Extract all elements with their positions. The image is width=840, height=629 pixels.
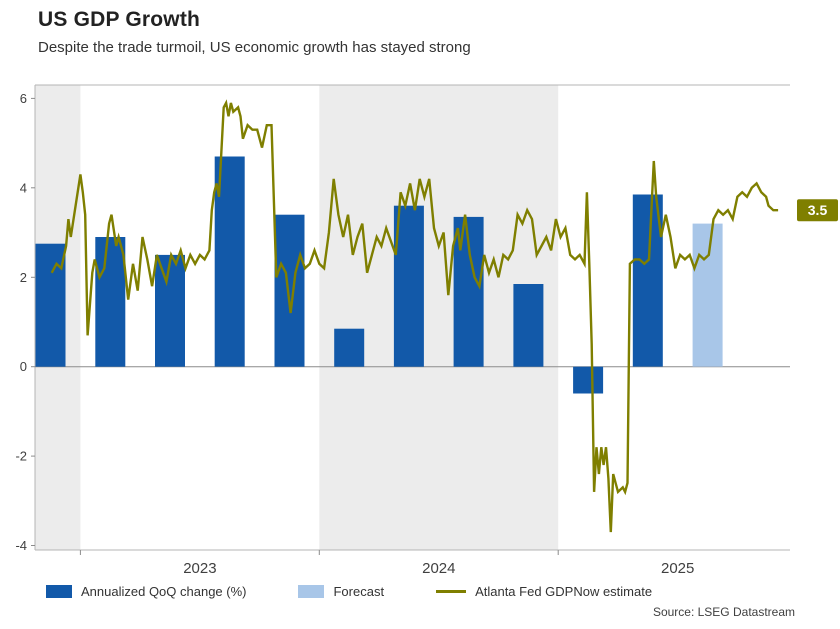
gdp-bar: [274, 214, 305, 367]
y-tick-label: -4: [15, 538, 27, 553]
x-year-label: 2023: [183, 560, 216, 577]
gdp-chart: 6 4 2 0 -2 -4 2023 2024 2025 3.5: [15, 84, 838, 577]
legend-label-forecast: Forecast: [333, 584, 385, 599]
y-tick-label: 0: [20, 359, 27, 374]
gdp-bar: [573, 366, 604, 394]
y-tick-label: 2: [20, 270, 27, 285]
y-tick-label: 4: [20, 180, 27, 195]
page-title: US GDP Growth: [38, 8, 201, 31]
legend-swatch-forecast: [298, 585, 325, 598]
legend-item-gdpnow: Atlanta Fed GDPNow estimate: [436, 584, 652, 599]
legend-item-qoq: Annualized QoQ change (%): [46, 584, 246, 599]
x-year-label: 2025: [661, 560, 694, 577]
gdp-bar: [632, 194, 663, 367]
x-year-label: 2024: [422, 560, 455, 577]
y-tick-label: -2: [15, 449, 27, 464]
legend-swatch-line: [436, 590, 467, 593]
gdp-bar: [35, 243, 66, 367]
legend-label-qoq: Annualized QoQ change (%): [81, 584, 247, 599]
y-tick-label: 6: [20, 91, 27, 106]
legend-swatch-qoq: [46, 585, 72, 598]
gdp-bar: [334, 328, 365, 367]
gdp-bar: [95, 237, 126, 367]
gdp-bar: [393, 205, 424, 367]
legend-item-forecast: Forecast: [298, 584, 384, 599]
gdp-bar: [513, 284, 544, 367]
forecast-bar: [692, 223, 723, 367]
gdpnow-line: [50, 99, 779, 533]
last-value-label: 3.5: [808, 202, 828, 218]
legend-label-gdpnow: Atlanta Fed GDPNow estimate: [475, 584, 653, 599]
page-subtitle: Despite the trade turmoil, US economic g…: [38, 39, 471, 56]
legend: Annualized QoQ change (%) Forecast Atlan…: [46, 584, 704, 599]
last-value-label-box: [797, 199, 838, 222]
gdp-bar: [155, 254, 185, 367]
source-credit: Source: LSEG Datastream: [652, 605, 795, 619]
